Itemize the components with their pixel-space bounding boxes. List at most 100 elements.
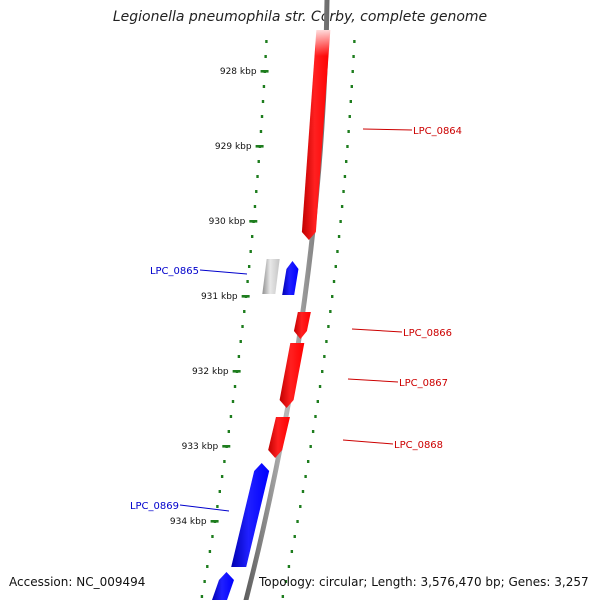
ruler-right-dot: [321, 370, 324, 373]
gene-label-leader: [179, 504, 230, 512]
ruler-tick: [241, 295, 250, 298]
ruler-right-dot: [353, 40, 356, 43]
ruler-right-dot: [329, 310, 332, 313]
gene-label-leader: [342, 439, 394, 445]
gene-label-leader: [199, 269, 248, 275]
ruler-left-dot: [229, 415, 233, 418]
ruler-left-dot: [227, 430, 231, 433]
ruler-left-dot: [211, 535, 214, 538]
ruler-right-dot: [311, 430, 315, 433]
gene-label-lpc_0869: LPC_0869: [130, 501, 179, 512]
ruler-tick: [222, 445, 231, 448]
ruler-tick: [232, 370, 241, 373]
gene-LPC_0869: [231, 463, 270, 567]
accession-text: Accession: NC_009494: [9, 575, 146, 589]
ruler-tick-label: 929 kbp: [215, 142, 252, 152]
gene-label-leader: [347, 378, 399, 383]
ruler-left-dot: [265, 40, 268, 43]
ruler-left-dot: [206, 565, 209, 568]
ruler-right-dot: [349, 100, 352, 103]
ruler-left-dot: [203, 580, 206, 583]
ruler-left-dot: [200, 595, 204, 598]
ruler-left-dot: [260, 115, 264, 118]
ruler-left-dot: [249, 250, 252, 253]
ruler-right-dot: [343, 175, 347, 178]
ruler-right-dot: [296, 520, 299, 523]
ruler-right-dot: [323, 355, 326, 358]
ruler-left-dot: [257, 160, 260, 163]
ruler-left-dot: [218, 490, 221, 493]
ruler-right-dot: [331, 295, 334, 298]
ruler-left-dot: [253, 205, 257, 208]
ruler-right-dot: [339, 220, 342, 223]
gene-LPC_0865: [282, 261, 299, 295]
ruler-right-dot: [309, 445, 312, 448]
ruler-right-dot: [347, 130, 350, 133]
ruler-right-dot: [290, 550, 294, 553]
ruler-right-dot: [284, 580, 288, 583]
ruler-tick-label: 931 kbp: [201, 292, 238, 302]
gene-pseudo-feature: [262, 259, 280, 294]
kbp-ruler: 928 kbp 929 kbp 930 kbp 931 kbp 932 kbp 933 k…: [170, 67, 269, 527]
ruler-left-dot: [233, 385, 237, 388]
ruler-tick-label: 932 kbp: [192, 367, 229, 377]
ruler-right-dot: [301, 490, 305, 493]
ruler-left-dot: [223, 460, 226, 463]
gene-label-lpc_0864: LPC_0864: [413, 126, 462, 137]
ruler-left-dot: [264, 55, 267, 58]
ruler-left-dot: [246, 280, 249, 283]
ruler-left-dot: [208, 550, 212, 553]
gene-label-lpc_0866: LPC_0866: [403, 328, 452, 339]
gene-fade-highlight: [315, 30, 332, 56]
ruler-left-dot: [216, 505, 219, 508]
ruler-right-dot: [325, 340, 328, 343]
gene-label-leader: [362, 128, 413, 131]
ruler-right-dotted: [281, 40, 356, 598]
ruler-tick-label: 928 kbp: [220, 67, 257, 77]
ruler-right-dot: [336, 250, 339, 253]
gene-reverse-feature: [212, 572, 234, 600]
ruler-right-dot: [340, 205, 344, 208]
gene-LPC_0864: [301, 30, 331, 240]
ruler-right-dot: [351, 70, 354, 73]
ruler-right-dot: [304, 475, 307, 478]
gene-features: [212, 30, 332, 600]
ruler-tick: [210, 520, 219, 523]
ruler-right-dot: [350, 85, 353, 88]
ruler-right-dot: [314, 415, 317, 418]
ruler-right-dot: [337, 235, 341, 238]
ruler-right-dot: [348, 115, 351, 118]
ruler-right-dot: [327, 325, 330, 328]
ruler-left-dot: [220, 475, 224, 478]
gene-LPC_0867: [279, 343, 305, 408]
ruler-right-dot: [352, 55, 355, 58]
map-title: Legionella pneumophila str. Corby, compl…: [112, 9, 488, 25]
ruler-left-dot: [250, 235, 254, 238]
ruler-right-dot: [299, 505, 302, 508]
gene-label-leader: [351, 328, 403, 333]
gene-label-lpc_0867: LPC_0867: [399, 378, 448, 389]
ruler-tick-label: 934 kbp: [170, 517, 207, 527]
ruler-tick: [249, 220, 258, 223]
ruler-left-dot: [256, 175, 259, 178]
ruler-right-dot: [346, 145, 349, 148]
ruler-left-dot: [262, 85, 266, 88]
ruler-tick-label: 933 kbp: [182, 442, 219, 452]
ruler-right-dot: [293, 535, 296, 538]
ruler-left-dot: [259, 130, 263, 133]
ruler-right-dot: [345, 160, 348, 163]
ruler-tick-label: 930 kbp: [209, 217, 246, 227]
gene-label-lpc_0865: LPC_0865: [150, 266, 199, 277]
genome-summary-text: Topology: circular; Length: 3,576,470 bp…: [259, 575, 589, 589]
ruler-right-dot: [342, 190, 345, 193]
ruler-left-dot: [237, 355, 241, 358]
ruler-right-dot: [306, 460, 310, 463]
ruler-tick: [260, 70, 269, 73]
gene-label-lpc_0868: LPC_0868: [394, 440, 443, 451]
ruler-left-dot: [243, 310, 246, 313]
ruler-tick: [255, 145, 264, 148]
ruler-left-dot: [231, 400, 235, 403]
ruler-right-dot: [316, 400, 319, 403]
ruler-left-dot: [247, 265, 251, 268]
